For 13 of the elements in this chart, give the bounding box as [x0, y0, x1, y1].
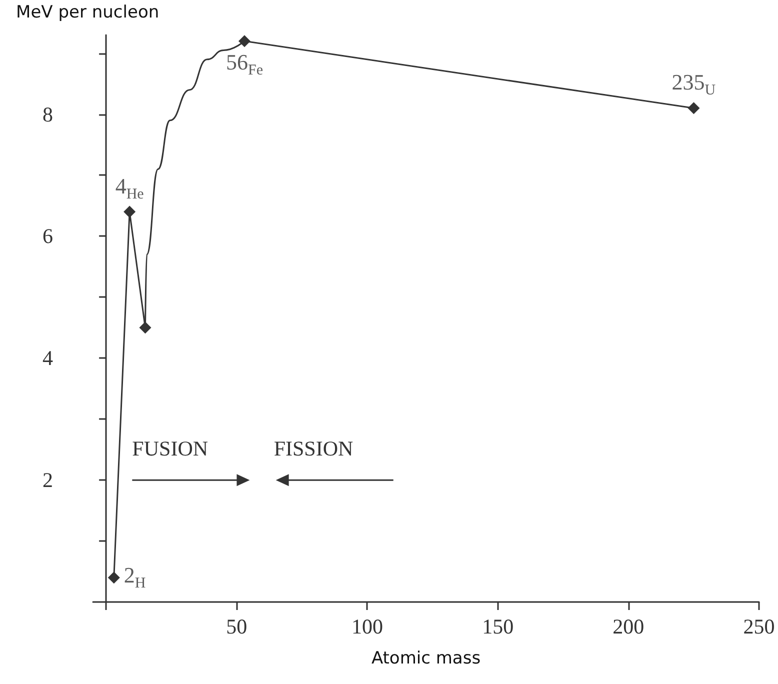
x-tick-label: 50 [226, 614, 248, 638]
y-tick-label: 8 [42, 102, 53, 126]
y-tick-label: 4 [42, 346, 54, 370]
x-tick-label: 200 [612, 614, 644, 638]
x-tick-label: 250 [743, 614, 775, 638]
x-axis-title: Atomic mass [371, 648, 481, 668]
x-tick-label: 150 [482, 614, 514, 638]
x-tick-label: 100 [351, 614, 383, 638]
y-tick-label: 2 [42, 468, 53, 492]
annotation: FUSION [132, 436, 208, 461]
annotation: FISSION [274, 436, 354, 461]
y-axis-title: MeV per nucleon [16, 2, 160, 22]
y-tick-label: 6 [42, 224, 53, 248]
